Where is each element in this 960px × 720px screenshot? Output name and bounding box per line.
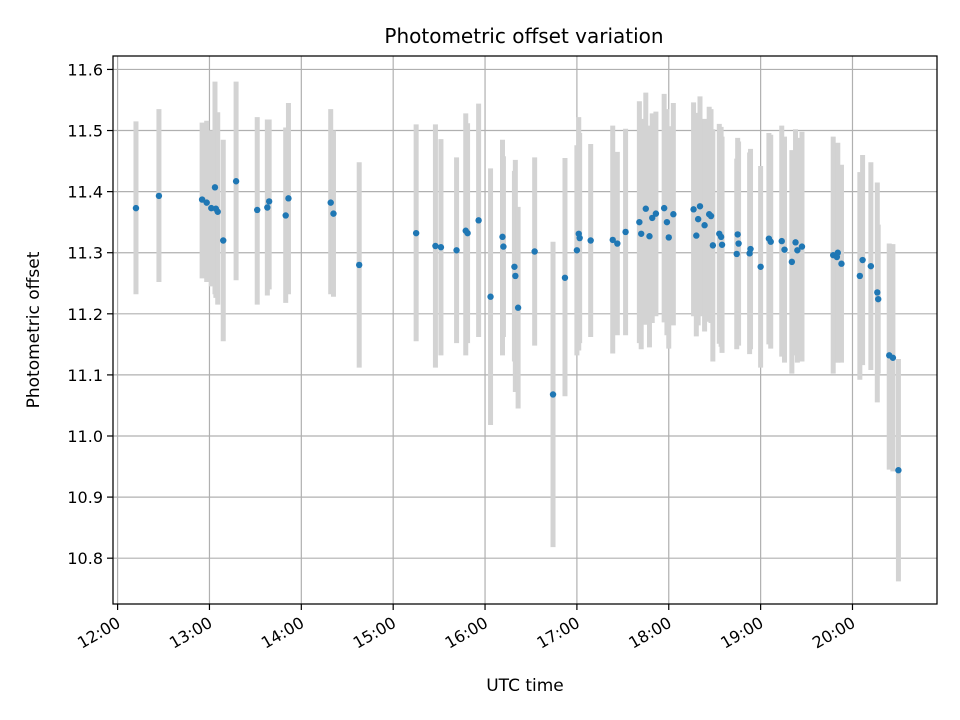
data-point bbox=[792, 239, 799, 246]
data-point bbox=[355, 261, 363, 269]
data-point bbox=[707, 212, 715, 220]
y-tick-label: 11.1 bbox=[67, 366, 103, 385]
data-point bbox=[693, 232, 700, 239]
data-point bbox=[694, 215, 702, 223]
data-point bbox=[665, 234, 672, 241]
data-point bbox=[265, 198, 273, 205]
data-point bbox=[587, 237, 594, 244]
data-point bbox=[512, 272, 519, 280]
data-point bbox=[622, 228, 629, 236]
data-point bbox=[652, 210, 660, 217]
data-point bbox=[701, 222, 708, 229]
y-tick-label: 11.4 bbox=[67, 183, 103, 202]
data-point bbox=[696, 203, 704, 210]
y-tick-label: 11.6 bbox=[67, 60, 103, 79]
data-point bbox=[132, 204, 140, 212]
data-point bbox=[487, 293, 494, 300]
data-point bbox=[511, 263, 518, 270]
data-point bbox=[781, 246, 788, 253]
data-point bbox=[232, 178, 240, 185]
data-point bbox=[203, 199, 210, 206]
y-tick-label: 11.2 bbox=[67, 305, 103, 324]
data-point bbox=[660, 204, 668, 212]
data-point bbox=[220, 237, 227, 244]
data-point bbox=[709, 242, 717, 249]
x-axis-label: UTC time bbox=[486, 676, 564, 696]
data-point bbox=[767, 238, 774, 245]
data-point bbox=[670, 211, 677, 218]
data-point bbox=[895, 467, 902, 474]
data-point bbox=[747, 245, 754, 253]
data-point bbox=[500, 243, 507, 250]
data-point bbox=[475, 217, 482, 224]
data-point bbox=[649, 214, 656, 222]
y-tick-label: 11.5 bbox=[67, 122, 103, 141]
data-point bbox=[609, 236, 616, 244]
data-point bbox=[663, 218, 671, 226]
data-point bbox=[211, 184, 219, 191]
data-point bbox=[867, 262, 875, 270]
data-point bbox=[464, 229, 471, 237]
data-point bbox=[733, 250, 740, 258]
data-point bbox=[432, 242, 439, 250]
data-point bbox=[214, 208, 221, 215]
chart-title: Photometric offset variation bbox=[384, 24, 663, 48]
data-point bbox=[642, 205, 649, 212]
data-point bbox=[264, 204, 271, 211]
data-point bbox=[874, 289, 881, 296]
y-tick-label: 10.9 bbox=[67, 488, 103, 507]
data-point bbox=[638, 230, 645, 237]
data-point bbox=[531, 248, 538, 255]
data-point bbox=[285, 195, 292, 202]
data-point bbox=[718, 241, 726, 248]
data-point bbox=[646, 233, 653, 240]
data-point bbox=[453, 247, 460, 254]
data-point bbox=[198, 196, 206, 203]
data-point bbox=[757, 263, 764, 270]
data-point bbox=[576, 234, 583, 242]
data-point bbox=[499, 233, 506, 241]
grid bbox=[113, 56, 937, 604]
data-point bbox=[778, 237, 785, 245]
data-point bbox=[834, 249, 841, 256]
data-point bbox=[788, 258, 796, 266]
data-point bbox=[282, 212, 289, 219]
data-point bbox=[561, 274, 569, 281]
data-point bbox=[636, 218, 643, 226]
data-point bbox=[155, 192, 163, 200]
data-point bbox=[573, 247, 581, 254]
data-point bbox=[514, 304, 522, 311]
plot-frame bbox=[112, 55, 938, 605]
data-point bbox=[875, 295, 882, 303]
data-points bbox=[132, 178, 902, 474]
data-point bbox=[838, 260, 845, 267]
data-point bbox=[794, 247, 801, 254]
y-tick-label: 11.3 bbox=[67, 244, 103, 263]
y-axis: 10.8 10.9 11.0 11.1 11.2 11.3 11.4 11.5 11.6 bbox=[67, 60, 113, 568]
data-point bbox=[734, 231, 741, 238]
data-point bbox=[614, 240, 621, 247]
data-point bbox=[859, 256, 866, 264]
data-point bbox=[437, 244, 445, 251]
y-axis-label: Photometric offset bbox=[24, 251, 44, 408]
data-point bbox=[330, 210, 337, 217]
data-point bbox=[798, 243, 806, 250]
y-tick-label: 11.0 bbox=[67, 427, 103, 446]
data-point bbox=[717, 233, 725, 241]
data-point bbox=[690, 206, 697, 213]
data-point bbox=[889, 354, 897, 361]
data-point bbox=[412, 229, 420, 237]
data-point bbox=[254, 206, 261, 214]
data-point bbox=[549, 391, 557, 398]
y-tick-label: 10.8 bbox=[67, 549, 103, 568]
data-point bbox=[327, 199, 334, 206]
data-point bbox=[856, 272, 864, 280]
data-point bbox=[735, 240, 742, 247]
